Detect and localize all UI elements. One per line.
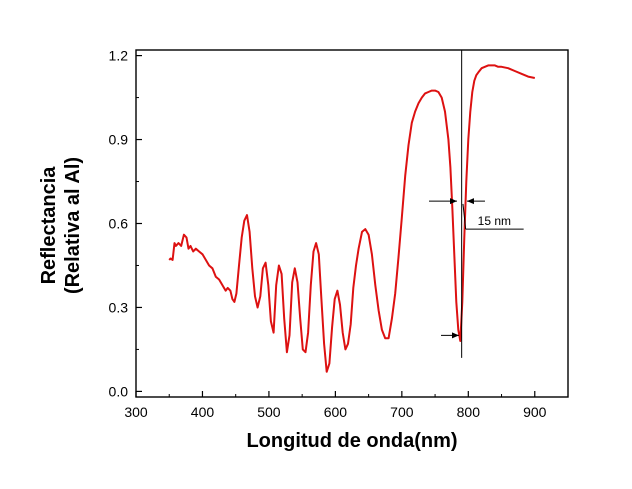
arrowhead-right-icon (452, 332, 460, 339)
x-tick-label: 800 (457, 404, 481, 420)
axis-labels-layer: 300 400 500 600 700 800 900 0.0 0.3 0.6 0.9 1.2 (109, 48, 547, 420)
arrowhead-left-icon (466, 198, 474, 205)
x-tick-label: 300 (124, 404, 148, 420)
x-tick-label: 400 (191, 404, 215, 420)
y-axis-title-line-2: (Relativa al Al) (62, 157, 84, 294)
y-tick-label: 0.6 (109, 216, 129, 232)
y-tick-label: 0.0 (109, 383, 129, 399)
annotation-label: 15 nm (478, 214, 511, 228)
x-tick-label: 700 (390, 404, 414, 420)
y-axis-title-line-1: Reflectancia (38, 166, 60, 285)
y-tick-label: 0.9 (109, 132, 129, 148)
x-tick-label: 900 (523, 404, 547, 420)
annotation-leader (462, 203, 467, 230)
arrowhead-right-icon (450, 198, 458, 205)
x-tick-label: 600 (324, 404, 348, 420)
ticks-layer (135, 54, 536, 397)
series-layer (168, 64, 536, 373)
reflectance-series-line (168, 64, 536, 373)
y-tick-label: 1.2 (109, 48, 129, 64)
x-tick-label: 500 (257, 404, 281, 420)
y-tick-label: 0.3 (109, 299, 129, 315)
x-axis-title: Longitud de onda(nm) (246, 430, 457, 452)
plot-frame (135, 49, 569, 398)
annotation-layer: 15 nm (429, 50, 524, 358)
